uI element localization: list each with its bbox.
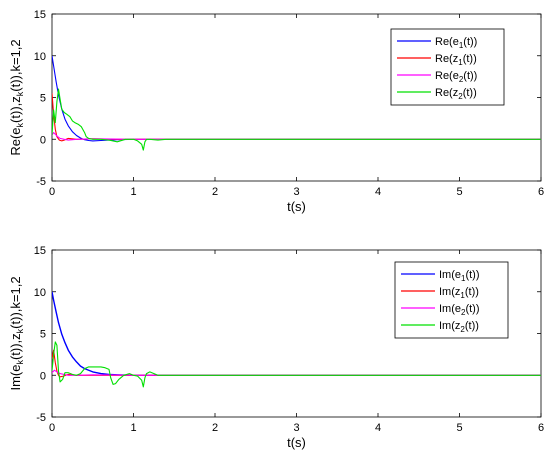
series-line-3 xyxy=(52,369,541,376)
legend-entry-part: (t)) xyxy=(463,87,477,99)
legend-entry: Re(e1(t)) xyxy=(435,36,477,50)
x-tick-label: 5 xyxy=(456,422,462,434)
y-axis-label-subscript: k xyxy=(15,328,25,333)
x-tick-label: 1 xyxy=(130,422,136,434)
y-tick-label: 10 xyxy=(34,287,46,299)
legend-entry-part: Im(z xyxy=(439,320,460,332)
y-tick-label: 0 xyxy=(40,134,46,146)
y-axis-label: Im(ek(t)),zk(t)),k=1,2 xyxy=(8,276,25,390)
x-tick-label: 1 xyxy=(130,186,136,198)
chart-panel-1: 0 1 2 3 4 5 6-5051015t(s)Re(ek(t)),zk(t)),k=1,… xyxy=(8,9,544,214)
x-tick-label: 4 xyxy=(375,186,381,198)
y-axis-label-part: (t)),k=1,2 xyxy=(8,39,23,91)
legend: Re(e1(t))Re(z1(t))Re(e2(t))Re(z2(t)) xyxy=(390,28,505,106)
x-tick-label: 0 xyxy=(49,422,55,434)
y-axis-label-part: (t)),z xyxy=(8,333,23,360)
y-axis-label-subscript: k xyxy=(15,360,25,365)
legend-entry-part: (t)) xyxy=(463,70,477,82)
y-tick-label: -5 xyxy=(36,412,46,424)
legend-entry: Re(e2(t)) xyxy=(435,70,477,84)
legend-entry: Im(e1(t)) xyxy=(439,269,480,283)
x-tick-label: 3 xyxy=(293,186,299,198)
legend-entry: Im(z2(t)) xyxy=(439,320,479,334)
legend-entry-part: (t)) xyxy=(463,36,477,48)
legend-entry: Im(e2(t)) xyxy=(439,303,480,317)
x-axis-label: t(s) xyxy=(287,435,306,450)
legend-entry-subscript: 2 xyxy=(460,325,465,334)
legend-entry-part: Re(z xyxy=(435,87,458,99)
legend-entry-subscript: 1 xyxy=(458,58,463,67)
y-tick-label: 5 xyxy=(40,93,46,105)
y-tick-label: 0 xyxy=(40,370,46,382)
x-tick-label: 4 xyxy=(375,422,381,434)
legend-entry-part: (t)) xyxy=(463,53,477,65)
legend-entry-subscript: 2 xyxy=(459,75,464,84)
legend-entry-part: Im(z xyxy=(439,286,460,298)
legend-entry-part: (t)) xyxy=(465,303,479,315)
legend-entry-subscript: 1 xyxy=(461,274,466,283)
series-line-4 xyxy=(52,341,541,388)
y-axis-label-part: Re(e xyxy=(8,127,23,155)
y-tick-label: -5 xyxy=(36,176,46,188)
chart-panel-2: 0 1 2 3 4 5 6-5051015t(s)Im(ek(t)),zk(t)),k=1,… xyxy=(8,245,544,450)
y-axis-label-part: Im(e xyxy=(8,365,23,391)
x-tick-label: 2 xyxy=(212,422,218,434)
y-axis-label-subscript: k xyxy=(15,122,25,127)
legend-entry-part: Im(e xyxy=(439,303,461,315)
x-tick-label: 6 xyxy=(538,422,544,434)
legend-entry-part: Re(e xyxy=(435,70,459,82)
legend-entry-subscript: 2 xyxy=(461,308,466,317)
x-axis-label: t(s) xyxy=(287,199,306,214)
y-axis-label-subscript: k xyxy=(15,91,25,96)
x-tick-label: 6 xyxy=(538,186,544,198)
series-line-4 xyxy=(52,88,541,151)
y-tick-label: 5 xyxy=(40,329,46,341)
y-tick-label: 15 xyxy=(34,245,46,257)
y-axis-label-part: (t)),z xyxy=(8,96,23,123)
legend-entry-subscript: 2 xyxy=(458,92,463,101)
legend: Im(e1(t))Im(z1(t))Im(e2(t))Im(z2(t)) xyxy=(394,261,509,339)
x-tick-label: 0 xyxy=(49,186,55,198)
series-line-3 xyxy=(52,132,541,141)
legend-entry: Re(z2(t)) xyxy=(435,87,477,101)
legend-entry-part: (t)) xyxy=(465,320,479,332)
legend-entry: Im(z1(t)) xyxy=(439,286,479,300)
y-tick-label: 15 xyxy=(34,9,46,21)
legend-entry-part: (t)) xyxy=(465,269,479,281)
legend-entry-part: Re(e xyxy=(435,36,459,48)
legend-entry-subscript: 1 xyxy=(460,291,465,300)
legend-entry: Re(z1(t)) xyxy=(435,53,477,67)
x-tick-label: 2 xyxy=(212,186,218,198)
legend-entry-part: Im(e xyxy=(439,269,461,281)
y-axis-label-part: (t)),k=1,2 xyxy=(8,276,23,328)
x-tick-label: 5 xyxy=(456,186,462,198)
legend-entry-subscript: 1 xyxy=(459,41,464,50)
y-tick-label: 10 xyxy=(34,51,46,63)
y-axis-label: Re(ek(t)),zk(t)),k=1,2 xyxy=(8,39,25,155)
legend-entry-part: Re(z xyxy=(435,53,458,65)
x-tick-label: 3 xyxy=(293,422,299,434)
legend-entry-part: (t)) xyxy=(465,286,479,298)
